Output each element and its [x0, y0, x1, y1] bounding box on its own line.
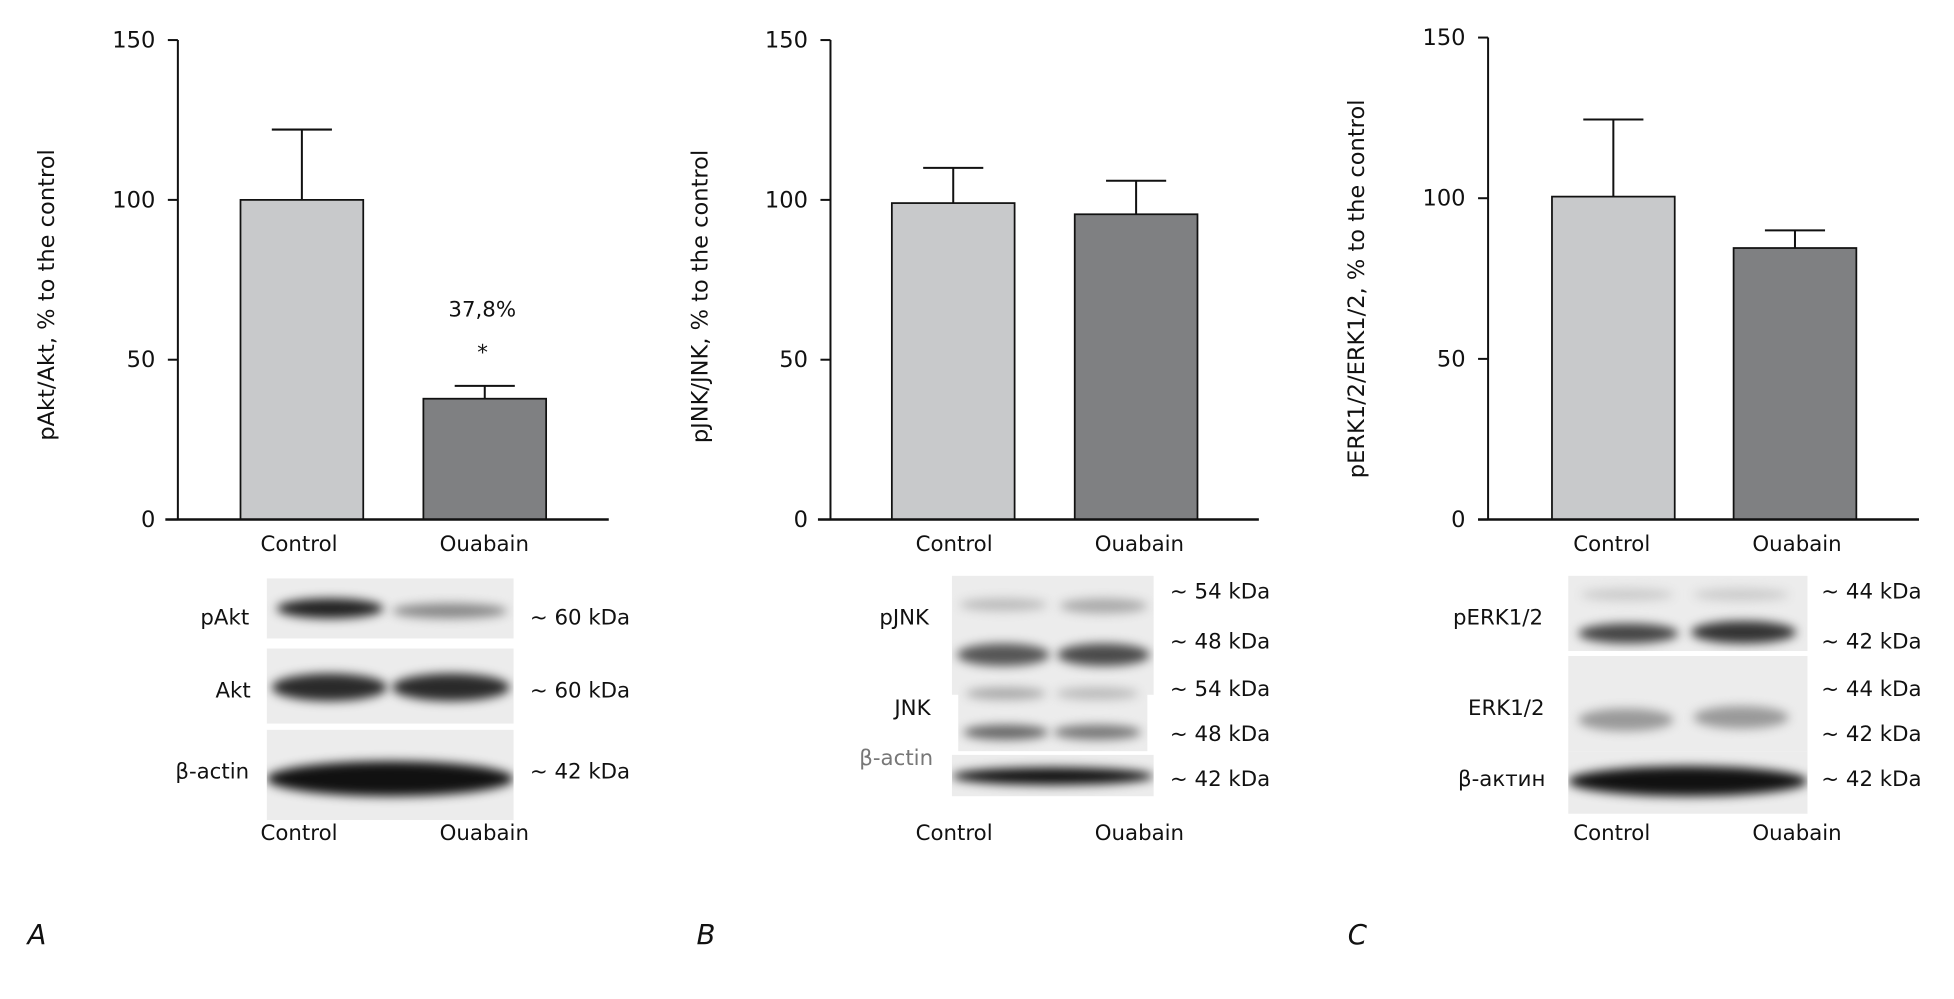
blot-akt	[266, 648, 514, 724]
lane-label: Control	[1573, 821, 1651, 847]
blot-label: Akt	[215, 678, 251, 704]
x-tick-ouabain-a: Ouabain	[439, 532, 529, 558]
percent-annotation: 37,8%	[448, 297, 517, 323]
y-tick-label: 0	[794, 507, 808, 533]
blot-label: pJNK	[879, 605, 930, 631]
blot-erk	[1568, 655, 1808, 752]
bar-ouabain	[1732, 247, 1858, 521]
blot-beta-actin-b	[951, 754, 1154, 797]
y-tick-label: 100	[1423, 186, 1466, 212]
blot-pjnk	[951, 575, 1154, 695]
kda-label: ~ 54 kDa	[1169, 579, 1271, 605]
blot-label: β-actin	[175, 759, 250, 785]
lane-label: Control	[915, 821, 993, 847]
bar-control	[239, 199, 365, 521]
x-tick-ouabain-c: Ouabain	[1752, 532, 1842, 558]
x-tick-ouabain-b: Ouabain	[1094, 532, 1185, 558]
y-tick-label: 100	[765, 187, 808, 213]
lane-label: Ouabain	[1094, 821, 1185, 847]
bar-ouabain	[1073, 213, 1199, 521]
kda-label: ~ 54 kDa	[1169, 677, 1271, 703]
blot-label: JNK	[894, 696, 931, 722]
blot-label: β-актин	[1458, 767, 1546, 793]
y-tick-label: 50	[1437, 346, 1466, 372]
y-axis-label-b: pJNK/JNK, % to the control	[687, 149, 714, 444]
y-tick-label: 150	[112, 28, 155, 54]
kda-label: ~ 42 kDa	[1821, 767, 1922, 793]
y-tick-label: 100	[112, 187, 155, 213]
lane-label: Control	[260, 821, 338, 847]
kda-label: ~ 44 kDa	[1821, 677, 1922, 703]
blot-pakt	[266, 578, 514, 639]
panel-label-b: B	[696, 920, 716, 952]
blot-label: pAkt	[200, 605, 250, 631]
blot-label: pERK1/2	[1453, 605, 1544, 631]
y-tick-label: 150	[1423, 25, 1466, 51]
kda-label: ~ 44 kDa	[1821, 579, 1922, 605]
significance-star: *	[477, 340, 488, 366]
y-tick-label: 0	[141, 507, 155, 533]
x-tick-control-b: Control	[915, 532, 993, 558]
x-tick-control-a: Control	[260, 532, 338, 558]
lane-label: Ouabain	[439, 821, 529, 847]
y-axis-label-a: pAkt/Akt, % to the control	[33, 149, 61, 441]
bar-control	[1551, 195, 1676, 521]
kda-label: ~ 48 kDa	[1169, 722, 1271, 748]
kda-label: ~ 42 kDa	[1821, 629, 1922, 655]
blot-beta-actin-a	[266, 729, 514, 820]
kda-label: ~ 60 kDa	[529, 678, 631, 704]
x-tick-control-c: Control	[1573, 532, 1651, 558]
y-tick-label: 50	[127, 347, 156, 373]
bar-control	[890, 202, 1016, 521]
blot-label: β-actin	[859, 746, 934, 772]
panel-label-c: C	[1347, 920, 1368, 952]
blot-label: ERK1/2	[1468, 696, 1545, 722]
kda-label: ~ 42 kDa	[529, 759, 631, 785]
bar-ouabain	[422, 397, 548, 521]
lane-label: Ouabain	[1752, 821, 1842, 847]
blot-perk	[1568, 575, 1808, 651]
y-axis-label-c: pERK1/2/ERK1/2, % to the control	[1344, 99, 1371, 479]
kda-label: ~ 60 kDa	[529, 605, 631, 631]
blot-beta-actin-c	[1568, 751, 1808, 814]
kda-label: ~ 42 kDa	[1821, 722, 1922, 748]
y-tick-label: 0	[1451, 507, 1465, 533]
kda-label: ~ 42 kDa	[1169, 767, 1271, 793]
y-tick-label: 150	[765, 28, 808, 54]
blot-jnk	[958, 677, 1148, 752]
y-tick-label: 50	[779, 347, 808, 373]
kda-label: ~ 48 kDa	[1169, 629, 1271, 655]
panel-label-a: A	[27, 920, 47, 952]
